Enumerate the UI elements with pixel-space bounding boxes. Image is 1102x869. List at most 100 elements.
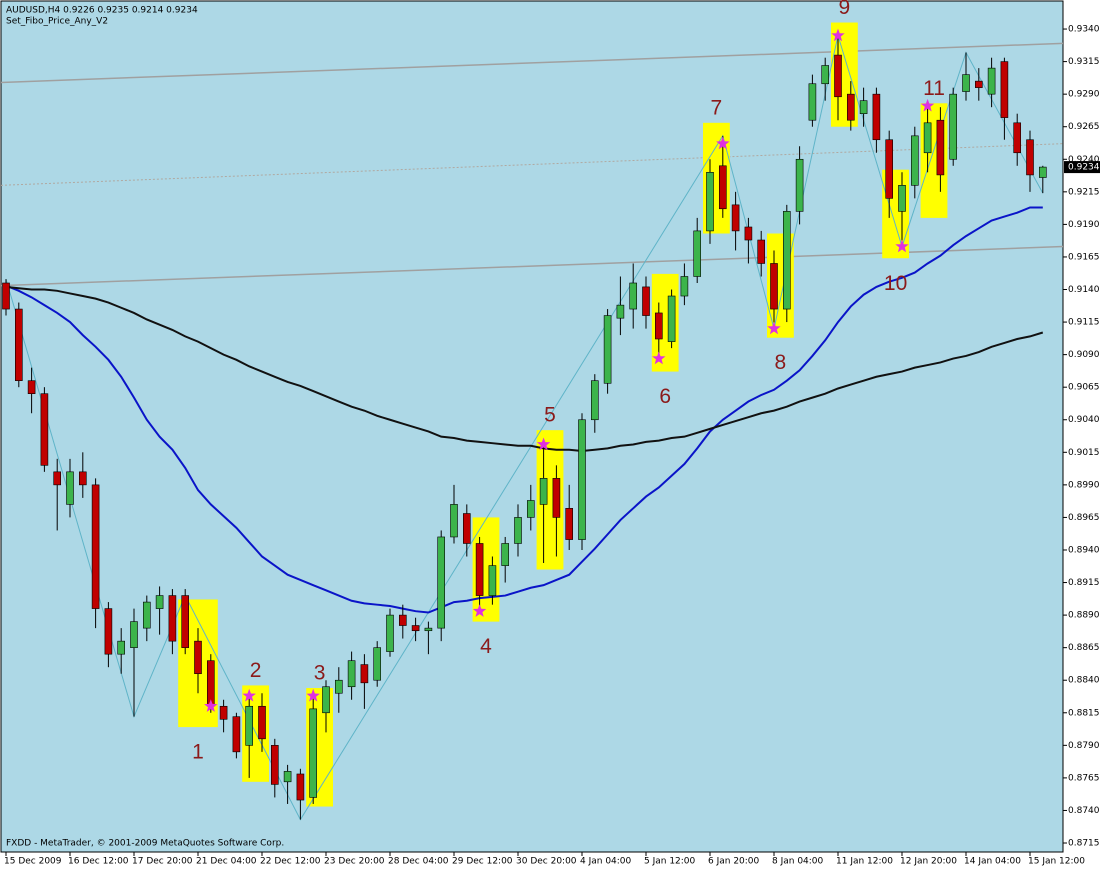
candle-body xyxy=(411,625,420,632)
signal-star xyxy=(652,351,666,365)
candle-body xyxy=(450,504,458,538)
candle-body xyxy=(1013,122,1022,154)
signal-label: 3 xyxy=(314,662,326,685)
candle-body xyxy=(821,65,830,85)
candle-body xyxy=(53,471,62,486)
candle-body xyxy=(424,627,433,632)
candle-body xyxy=(283,771,292,783)
candle-body xyxy=(770,263,778,310)
candle-body xyxy=(296,773,305,801)
candle-body xyxy=(475,543,484,596)
candle-body xyxy=(398,614,407,626)
candle-body xyxy=(526,500,535,518)
signal-star xyxy=(242,688,256,702)
y-tick-label: 0.9015 xyxy=(1068,448,1100,458)
candle-body xyxy=(654,312,663,340)
signal-star xyxy=(536,437,551,451)
candle-body xyxy=(949,93,958,160)
candle-body xyxy=(309,708,318,798)
y-tick-label: 0.9065 xyxy=(1068,383,1100,393)
candle-body xyxy=(616,304,625,319)
y-tick-label: 0.9040 xyxy=(1068,415,1100,425)
candle-body xyxy=(1000,61,1009,118)
y-tick-label: 0.8815 xyxy=(1068,708,1100,718)
y-tick-label: 0.8840 xyxy=(1068,676,1100,686)
candle-body xyxy=(974,80,983,88)
signal-label: 4 xyxy=(480,635,492,658)
candle-body xyxy=(2,282,10,310)
candle-body xyxy=(731,204,740,232)
candle-body xyxy=(373,647,382,681)
y-tick-label: 0.9265 xyxy=(1068,122,1100,132)
candle-body xyxy=(885,139,894,199)
candle-body xyxy=(565,508,574,540)
y-tick-label: 0.8940 xyxy=(1068,545,1100,555)
price-label-box xyxy=(1064,161,1100,174)
x-tick-label: 12 Jan 20:00 xyxy=(900,857,957,867)
y-tick-label: 0.8865 xyxy=(1068,643,1100,653)
candle-body xyxy=(347,660,356,688)
signal-label: 7 xyxy=(711,96,723,119)
candle-body xyxy=(795,158,804,212)
candle-body xyxy=(40,393,49,466)
signal-label: 10 xyxy=(884,272,907,295)
x-tick-label: 8 Jan 04:00 xyxy=(772,857,824,867)
y-tick-label: 0.8740 xyxy=(1068,806,1100,816)
candle-body xyxy=(245,705,253,746)
candle-body xyxy=(846,93,855,121)
price-label: 0.9234 xyxy=(1068,163,1100,173)
candle-body xyxy=(15,308,23,381)
signal-star xyxy=(831,28,845,42)
y-tick-label: 0.9165 xyxy=(1068,252,1100,262)
signal-label: 5 xyxy=(544,404,556,427)
footer: FXDD - MetaTrader, © 2001-2009 MetaQuote… xyxy=(6,839,284,849)
candle-body xyxy=(360,664,369,684)
candle-body xyxy=(936,119,945,176)
candle-body xyxy=(898,185,906,212)
x-tick-label: 14 Jan 04:00 xyxy=(964,857,1021,867)
candle-body xyxy=(181,595,189,648)
signal-star xyxy=(895,239,909,253)
candle-body xyxy=(962,74,970,92)
x-tick-label: 29 Dec 12:00 xyxy=(452,857,513,867)
x-tick-label: 23 Dec 20:00 xyxy=(324,857,385,867)
candle-body xyxy=(987,67,996,95)
signal-label: 6 xyxy=(659,385,671,408)
candle-body xyxy=(834,54,842,98)
candle-body xyxy=(667,295,676,342)
candle-body xyxy=(514,517,522,544)
y-tick-label: 0.9290 xyxy=(1068,90,1100,100)
trend-line xyxy=(0,42,1064,84)
candle-body xyxy=(642,286,650,316)
candle-body xyxy=(104,608,113,655)
y-tick-label: 0.9090 xyxy=(1068,350,1100,360)
candle-body xyxy=(1026,139,1034,176)
moving-average xyxy=(5,206,1043,614)
signal-label: 9 xyxy=(839,0,851,19)
moving-average xyxy=(5,285,1044,453)
signal-star xyxy=(767,321,781,335)
signal-label: 8 xyxy=(775,351,787,374)
x-tick-label: 16 Dec 12:00 xyxy=(68,857,129,867)
signal-star xyxy=(920,98,935,112)
candle-body xyxy=(501,543,510,566)
candle-body xyxy=(539,478,548,505)
y-tick-label: 0.8990 xyxy=(1068,480,1100,490)
candle-body xyxy=(706,172,714,232)
candle-body xyxy=(79,471,87,486)
candle-body xyxy=(155,595,164,609)
x-tick-label: 15 Jan 12:00 xyxy=(1028,857,1085,867)
candle-body xyxy=(1039,166,1047,178)
x-tick-label: 15 Dec 2009 xyxy=(4,857,62,867)
y-tick-label: 0.9240 xyxy=(1068,155,1100,165)
candle-body xyxy=(808,83,817,121)
x-tick-label: 30 Dec 20:00 xyxy=(516,857,577,867)
x-tick-label: 22 Dec 12:00 xyxy=(260,857,321,867)
candle-body xyxy=(386,614,394,652)
chart-title: AUDUSD,H4 0.9226 0.9235 0.9214 0.9234 xyxy=(6,6,198,16)
candle-body xyxy=(66,471,74,505)
candle-body xyxy=(680,276,689,297)
y-tick-label: 0.8790 xyxy=(1068,741,1100,751)
candle-body xyxy=(117,640,125,655)
